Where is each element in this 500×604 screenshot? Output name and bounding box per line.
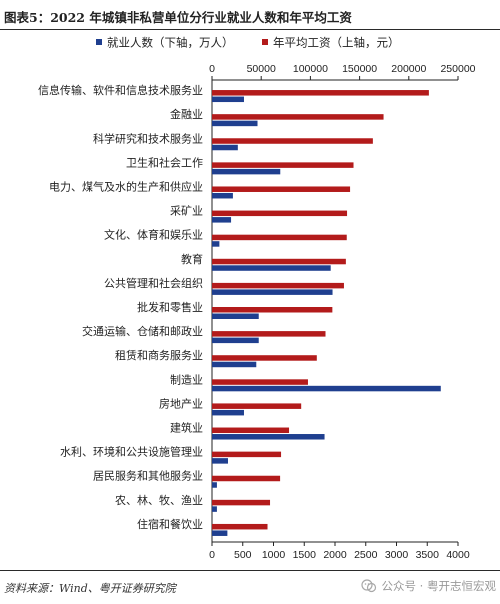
bottom-tick-label: 3000	[385, 549, 409, 561]
category-label: 公共管理和社会组织	[104, 276, 203, 290]
bottom-axis: 0 500 1000 1500 2000 2500 3000 3500 4000	[209, 541, 470, 561]
wage-bar	[212, 451, 282, 458]
employment-bar	[212, 458, 228, 464]
wage-bar	[212, 331, 326, 337]
wage-bar	[212, 355, 317, 361]
category-label: 居民服务和其他服务业	[93, 470, 203, 483]
bottom-tick-label: 2500	[354, 549, 378, 561]
category-label: 教育	[181, 252, 203, 266]
category-label: 信息传输、软件和信息技术服务业	[38, 83, 203, 97]
top-tick-label: 200000	[391, 63, 426, 75]
wage-bar	[212, 114, 384, 120]
category-label: 批发和零售业	[137, 300, 203, 314]
top-tick-label: 250000	[440, 63, 475, 75]
footer-divider	[0, 570, 500, 571]
category-label: 租赁和商务服务业	[115, 348, 203, 362]
bottom-tick-label: 500	[234, 549, 252, 561]
wage-bar	[212, 379, 308, 385]
wage-bar	[212, 162, 354, 168]
category-label: 电力、煤气及水的生产和供应业	[49, 179, 203, 193]
category-label: 金融业	[170, 107, 203, 121]
employment-bar	[212, 361, 257, 368]
figure-header: 图表5：2022 年城镇非私营单位分行业就业人数和年平均工资	[0, 0, 500, 30]
employment-bar	[212, 385, 441, 392]
wage-bar	[212, 282, 344, 289]
bottom-tick-label: 1000	[262, 549, 286, 561]
figure-title: 图表5：2022 年城镇非私营单位分行业就业人数和年平均工资	[4, 10, 352, 25]
legend-swatch-0	[96, 39, 102, 45]
employment-bar	[212, 482, 217, 488]
wechat-icon	[360, 579, 376, 593]
category-label: 住宿和餐饮业	[137, 517, 203, 531]
employment-bar	[212, 241, 220, 247]
top-axis: 0 50000 100000 150000 200000 250000	[209, 63, 476, 542]
wage-bar	[212, 475, 281, 482]
employment-bar	[212, 168, 281, 175]
category-label: 建筑业	[170, 421, 203, 435]
employment-bar	[212, 289, 333, 295]
source-note: 资料来源：Wind、粤开证券研究院	[4, 582, 176, 595]
employment-bar	[212, 265, 331, 271]
category-label: 水利、环境和公共设施管理业	[60, 445, 203, 459]
wage-bar	[212, 523, 268, 530]
bottom-tick-label: 1500	[293, 549, 317, 561]
category-label: 制造业	[170, 372, 203, 386]
legend-swatch-1	[262, 39, 268, 45]
bottom-tick-label: 0	[209, 549, 215, 561]
wage-bar	[212, 499, 271, 506]
employment-bar	[212, 96, 244, 103]
wage-bar	[212, 186, 351, 192]
employment-bar	[212, 530, 228, 536]
watermark: 公众号 · 粤开志恒宏观	[360, 578, 496, 594]
bottom-tick-label: 4000	[446, 549, 470, 561]
employment-bar	[212, 217, 232, 223]
wage-bar	[212, 210, 348, 217]
legend-label-0: 就业人数（下轴，万人）	[107, 36, 234, 50]
employment-bar	[212, 313, 259, 319]
category-label: 交通运输、仓储和邮政业	[82, 324, 203, 338]
bottom-tick-label: 2000	[323, 549, 347, 561]
top-tick-label: 50000	[247, 63, 276, 75]
wage-bar	[212, 427, 290, 434]
wage-bar	[212, 138, 373, 144]
top-tick-label: 0	[209, 63, 215, 75]
wage-bar	[212, 307, 333, 313]
employment-bar	[212, 409, 244, 416]
employment-bar	[212, 337, 259, 344]
bar-chart: 就业人数（下轴，万人） 年平均工资（上轴，元） 0 50000 100000 15000…	[38, 36, 476, 562]
wage-bar	[212, 90, 429, 96]
chart-legend: 就业人数（下轴，万人） 年平均工资（上轴，元）	[96, 36, 400, 50]
bars-group	[212, 90, 441, 536]
top-tick-label: 100000	[293, 63, 328, 75]
category-label: 房地产业	[159, 396, 203, 410]
watermark-text: 公众号 · 粤开志恒宏观	[381, 579, 496, 593]
bottom-tick-label: 3500	[416, 549, 440, 561]
category-labels: 信息传输、软件和信息技术服务业金融业科学研究和技术服务业卫生和社会工作电力、煤气…	[38, 83, 203, 531]
category-label: 科学研究和技术服务业	[93, 131, 203, 145]
wage-bar	[212, 258, 346, 265]
category-label: 农、林、牧、渔业	[115, 493, 203, 507]
wage-bar	[212, 234, 347, 241]
category-label: 采矿业	[170, 205, 203, 218]
category-label: 卫生和社会工作	[126, 155, 203, 169]
employment-bar	[212, 120, 258, 127]
employment-bar	[212, 144, 238, 151]
top-tick-label: 150000	[342, 63, 377, 75]
wage-bar	[212, 403, 302, 409]
employment-bar	[212, 434, 325, 440]
legend-label-1: 年平均工资（上轴，元）	[273, 36, 400, 50]
category-label: 文化、体育和娱乐业	[104, 228, 203, 242]
employment-bar	[212, 506, 217, 512]
employment-bar	[212, 192, 233, 199]
